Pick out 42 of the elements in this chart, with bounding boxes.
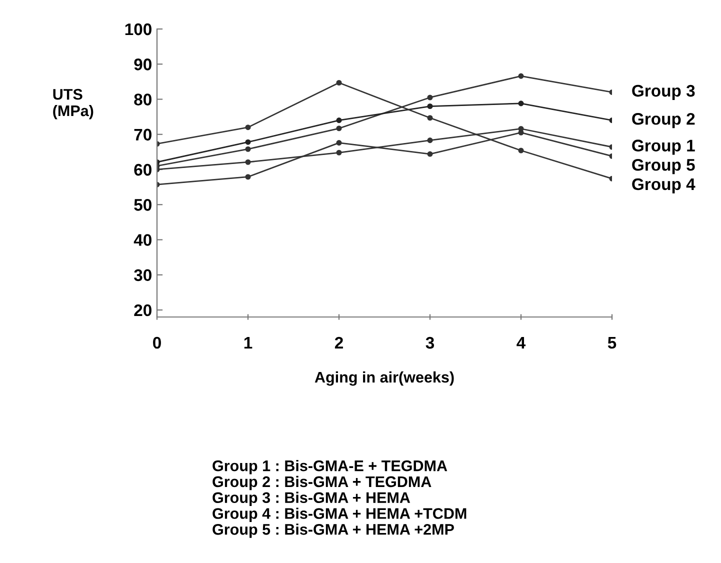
y-tick-label: 40 bbox=[134, 234, 152, 246]
point bbox=[336, 118, 342, 124]
y-tick-label: 50 bbox=[134, 199, 152, 211]
point bbox=[518, 100, 524, 106]
series-label: Group 2 bbox=[632, 112, 695, 128]
y-tick-label: 100 bbox=[125, 23, 152, 36]
y-tick-label: 60 bbox=[134, 164, 152, 176]
series-label: Group 3 bbox=[632, 84, 695, 100]
x-tick-label: 1 bbox=[244, 337, 252, 349]
point bbox=[427, 151, 433, 157]
y-axis-title: UTS (MPa) bbox=[53, 88, 94, 120]
y-tick-label: 20 bbox=[134, 304, 152, 316]
point bbox=[518, 148, 524, 154]
y-tick-label: 30 bbox=[134, 269, 152, 282]
point bbox=[336, 126, 342, 132]
point bbox=[427, 103, 433, 110]
point bbox=[518, 73, 524, 79]
y-tick-label: 70 bbox=[134, 128, 152, 141]
point bbox=[336, 140, 342, 146]
text: Group 1 : Bis-GMA-E + TEGDMA Group 2 : Bis-GMA + TEGDMA Group 3 : Bis-GMA + HEMA Group 4 : Bis-GMA + HEMA +TCDM Group 5 : Bis-GMA + HEMA +2MP bbox=[212, 460, 466, 538]
series-label: Group 1 bbox=[632, 140, 695, 155]
point bbox=[245, 159, 251, 165]
point bbox=[245, 139, 251, 145]
y-tick-label: 80 bbox=[134, 94, 152, 106]
x-tick-label: 5 bbox=[608, 337, 616, 349]
x-tick-label: 0 bbox=[153, 336, 161, 349]
point bbox=[336, 80, 342, 86]
point bbox=[245, 174, 251, 180]
series-label: Group 5 bbox=[632, 159, 695, 174]
line-series bbox=[157, 100, 612, 165]
y-tick-label: 90 bbox=[134, 58, 152, 70]
x-tick-label: 4 bbox=[516, 337, 526, 349]
point bbox=[336, 150, 342, 156]
x-axis-title: Aging in air(weeks) bbox=[314, 371, 454, 386]
x-tick-label: 2 bbox=[334, 336, 343, 349]
point bbox=[427, 94, 433, 100]
point bbox=[245, 146, 251, 152]
x-tick-label: 3 bbox=[426, 336, 434, 349]
series-label: Group 4 bbox=[632, 178, 696, 194]
point bbox=[427, 138, 433, 144]
point bbox=[245, 124, 251, 130]
point bbox=[427, 115, 433, 121]
